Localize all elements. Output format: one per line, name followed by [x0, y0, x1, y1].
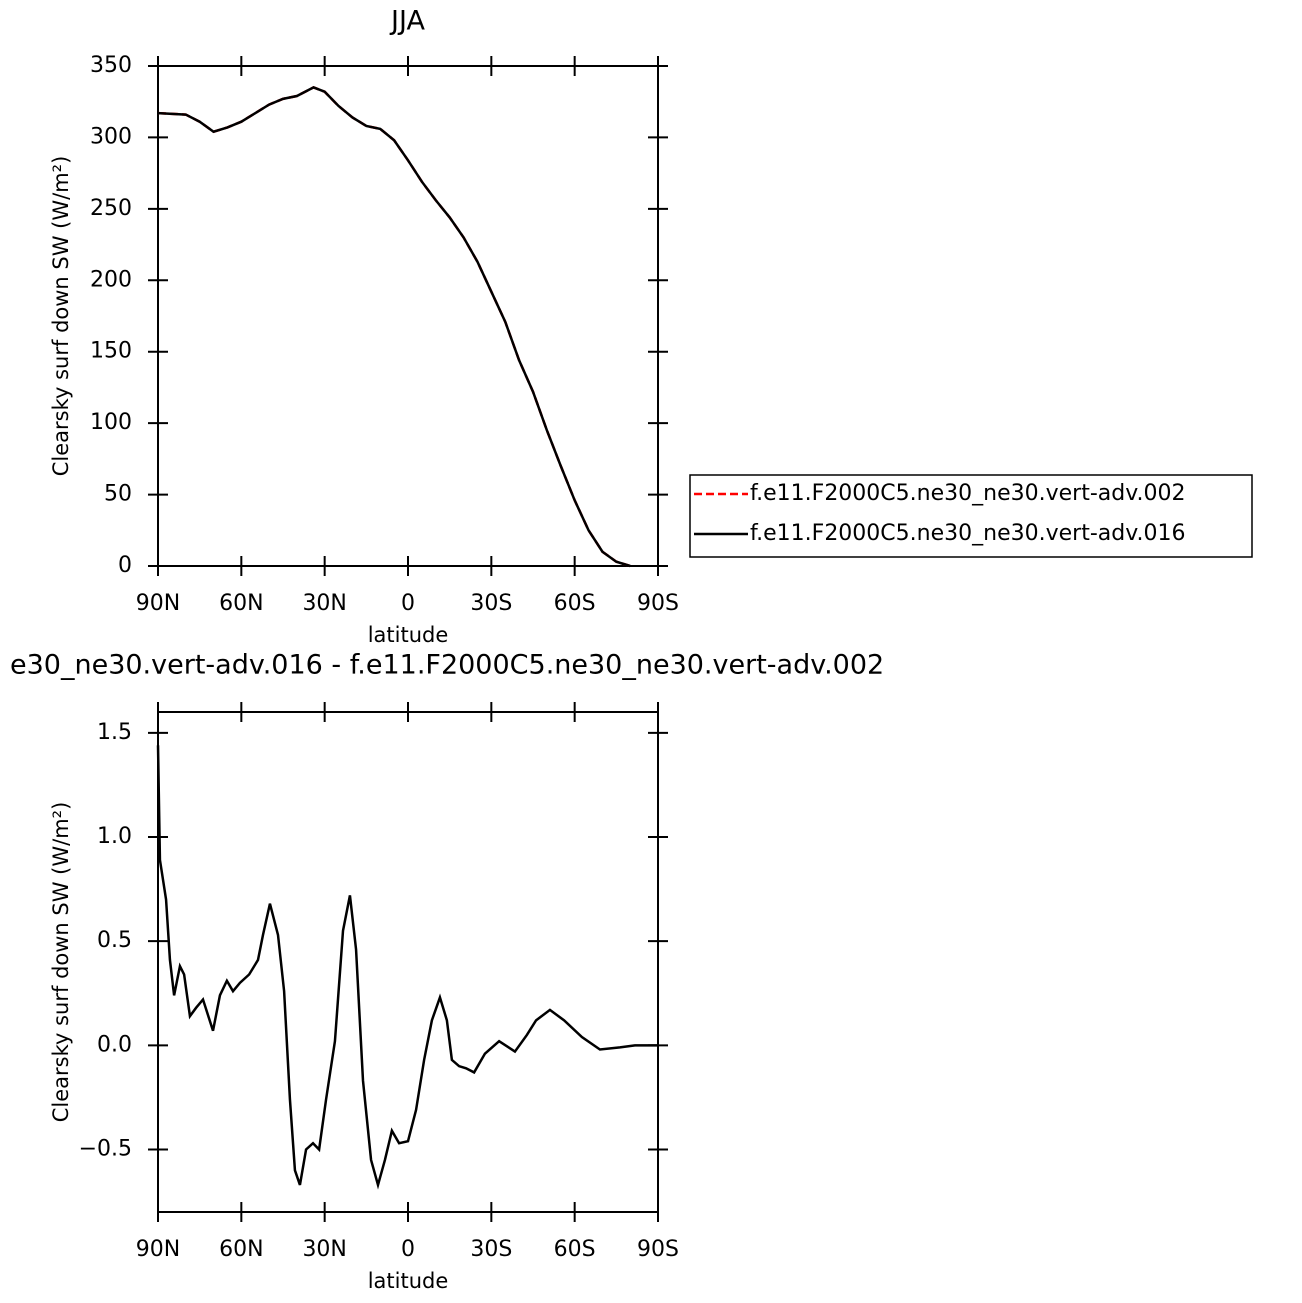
- x-tick-label: 0: [401, 1237, 415, 1262]
- chart-title: e30_ne30.vert-adv.016 - f.e11.F2000C5.ne…: [10, 650, 884, 681]
- y-axis-label: Clearsky surf down SW (W/m²): [49, 802, 73, 1123]
- data-line: [156, 745, 658, 1190]
- x-tick-label: 30S: [470, 591, 512, 616]
- data-line: [157, 86, 631, 568]
- legend-label: f.e11.F2000C5.ne30_ne30.vert-adv.002: [750, 481, 1186, 506]
- x-tick-label: 30N: [302, 591, 346, 616]
- y-tick-label: 150: [90, 339, 132, 364]
- x-tick-label: 60S: [554, 1237, 596, 1262]
- plot-frame: [157, 65, 659, 567]
- y-tick-label: 0: [118, 553, 132, 578]
- y-tick-label: 0.0: [97, 1032, 132, 1057]
- data-line: [157, 86, 631, 568]
- x-tick-label: 60S: [554, 591, 596, 616]
- x-axis-label: latitude: [368, 1269, 449, 1293]
- x-axis-label: latitude: [368, 623, 449, 647]
- y-tick-label: 200: [90, 267, 132, 292]
- y-tick-label: 50: [104, 482, 132, 507]
- y-tick-label: 100: [90, 410, 132, 435]
- x-tick-label: 30N: [302, 1237, 346, 1262]
- x-tick-label: 90N: [136, 1237, 180, 1262]
- y-tick-label: 0.5: [97, 928, 132, 953]
- x-tick-label: 0: [401, 591, 415, 616]
- x-tick-label: 60N: [219, 591, 263, 616]
- x-tick-label: 90S: [637, 1237, 679, 1262]
- x-tick-label: 60N: [219, 1237, 263, 1262]
- x-tick-label: 90S: [637, 591, 679, 616]
- y-tick-label: 1.5: [97, 720, 132, 745]
- x-tick-label: 30S: [470, 1237, 512, 1262]
- y-tick-label: 1.0: [97, 824, 132, 849]
- chart-title: JJA: [389, 6, 425, 37]
- y-tick-label: 350: [90, 53, 132, 78]
- legend-box: [689, 474, 1253, 558]
- x-tick-label: 90N: [136, 591, 180, 616]
- y-tick-label: 300: [90, 124, 132, 149]
- y-axis-label: Clearsky surf down SW (W/m²): [49, 156, 73, 477]
- legend-label: f.e11.F2000C5.ne30_ne30.vert-adv.016: [750, 521, 1186, 546]
- y-tick-label: −0.5: [79, 1137, 132, 1162]
- y-tick-label: 250: [90, 196, 132, 221]
